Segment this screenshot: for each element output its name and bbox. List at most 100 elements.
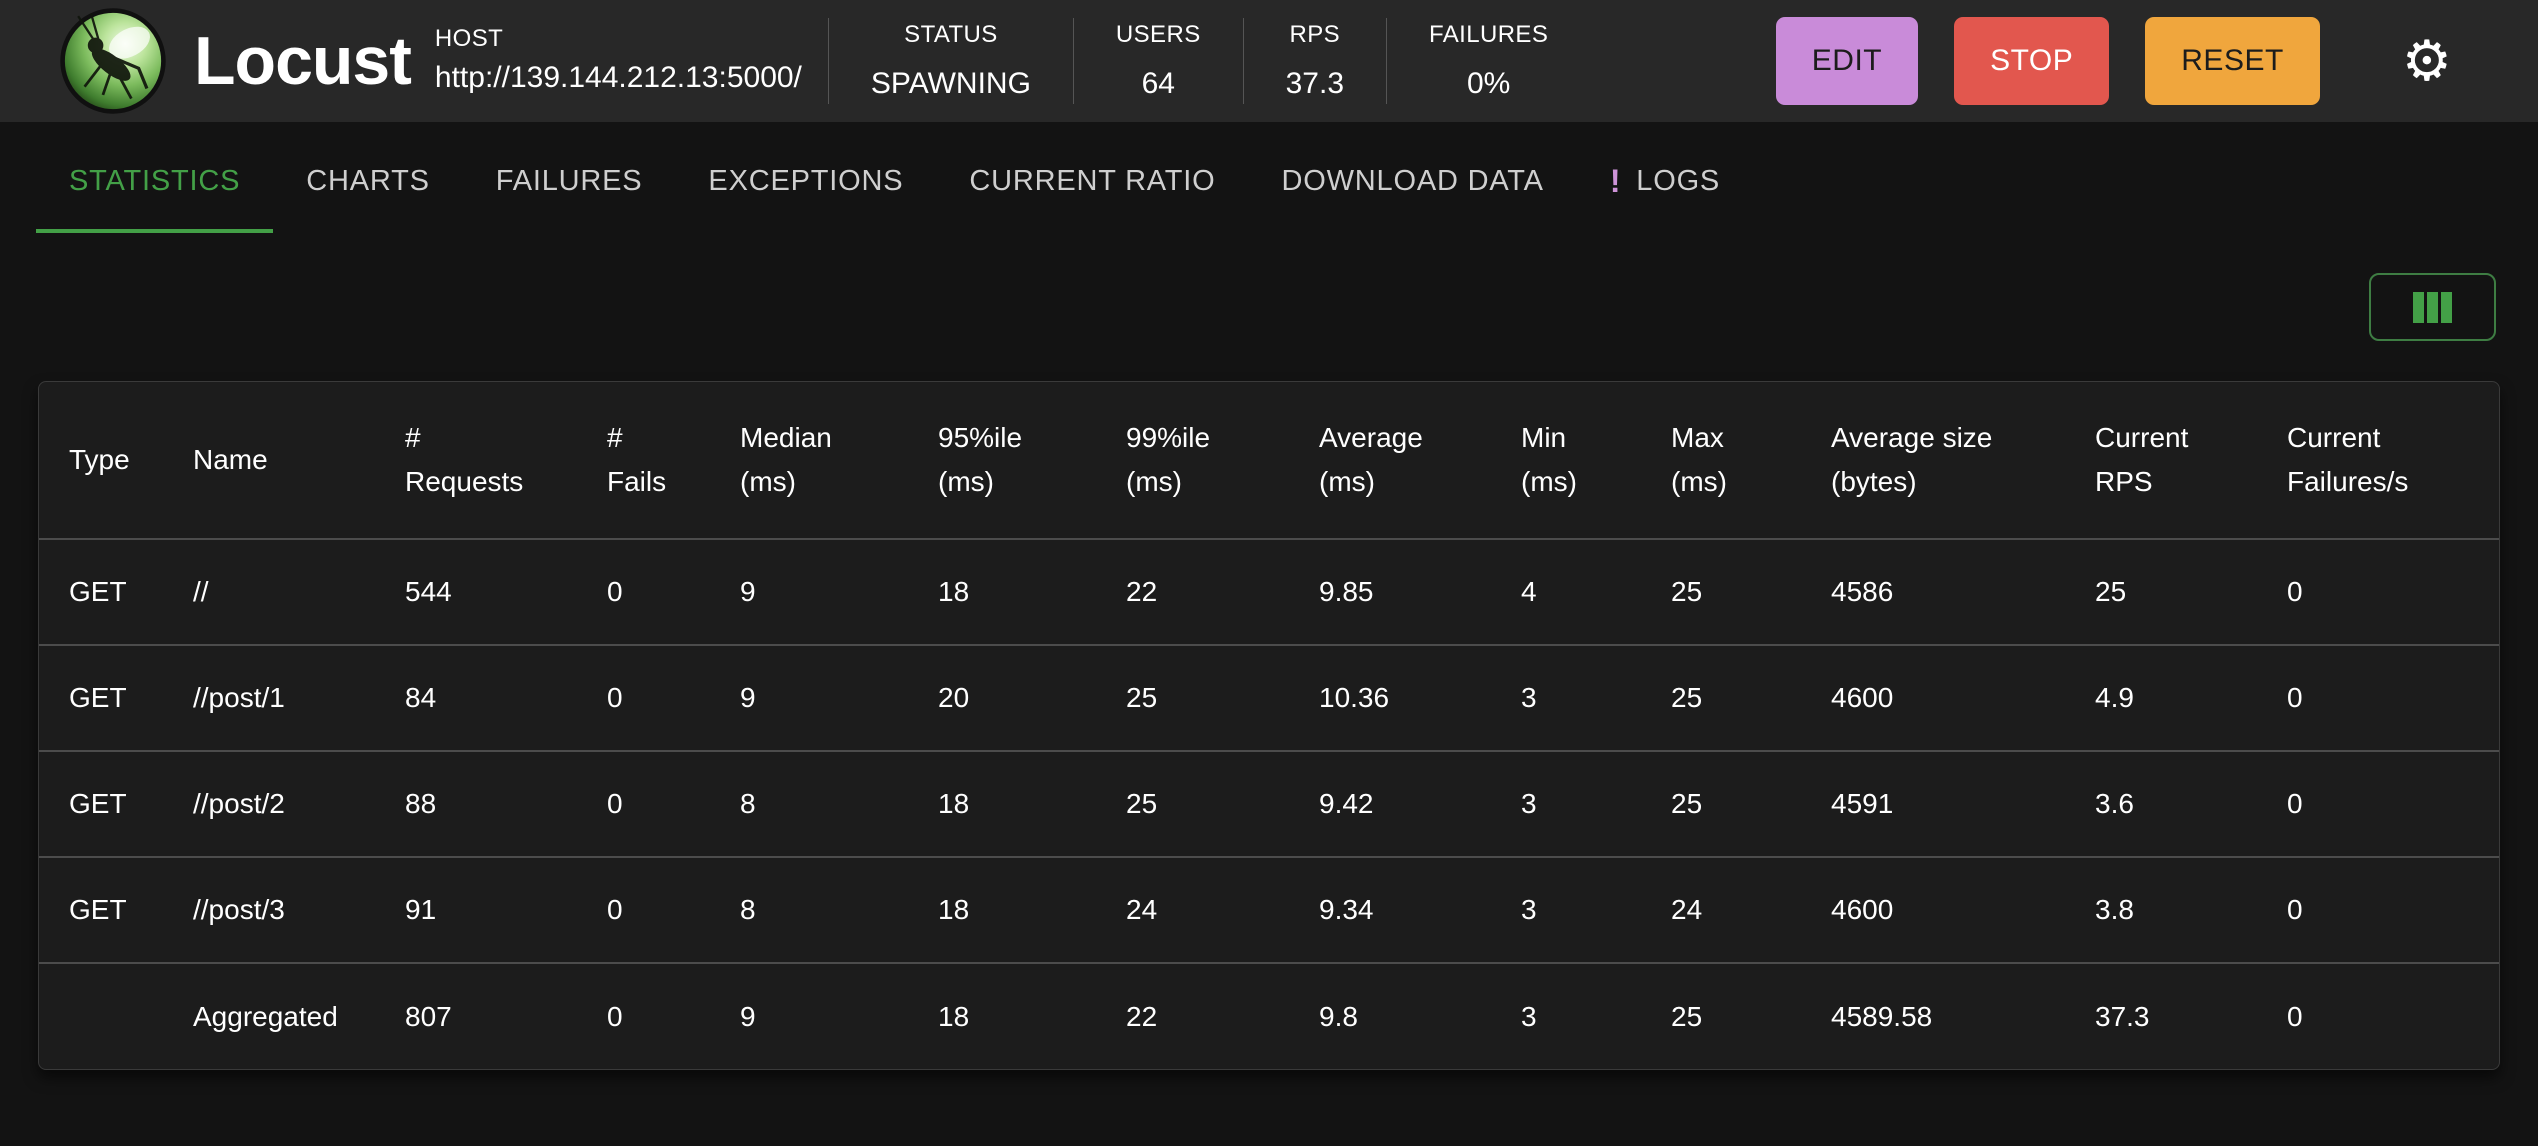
statistics-table-head: Type Name # Requests # Fails Median (ms)…: [39, 382, 2499, 539]
host-block: HOST http://139.144.212.13:5000/: [435, 22, 802, 100]
tab-charts[interactable]: CHARTS: [273, 136, 463, 233]
stat-users-label: USERS: [1115, 21, 1201, 48]
table-row: GET//post/1 84 0 9 20 25 10.36 3 25 4600 4.9 0: [39, 644, 2499, 751]
tab-exceptions-label: EXCEPTIONS: [708, 165, 904, 197]
stat-users: USERS 64: [1072, 18, 1243, 104]
header-actions: EDIT STOP RESET ⚙: [1740, 17, 2538, 105]
table-cell: 3.8: [2065, 856, 2257, 963]
table-cell: GET: [39, 856, 163, 963]
tab-charts-label: CHARTS: [306, 165, 430, 197]
table-cell: 9: [710, 538, 908, 645]
app-header: Locust HOST http://139.144.212.13:5000/ …: [0, 0, 2538, 122]
table-cell: 4: [1491, 538, 1641, 645]
tab-statistics[interactable]: STATISTICS: [36, 136, 274, 233]
column-header-min[interactable]: Min (ms): [1521, 422, 1577, 497]
column-header-requests[interactable]: # Requests: [405, 422, 524, 497]
table-cell: 18: [908, 856, 1096, 963]
settings-button[interactable]: ⚙: [2402, 33, 2452, 89]
table-cell: 807: [375, 962, 577, 1069]
column-selector-button[interactable]: [2369, 273, 2496, 341]
table-cell: 0: [2257, 750, 2499, 857]
table-cell: 3: [1491, 750, 1641, 857]
edit-button[interactable]: EDIT: [1775, 17, 1919, 105]
stat-failures: FAILURES 0%: [1386, 18, 1590, 104]
stat-status-label: STATUS: [904, 21, 998, 48]
column-header-fails[interactable]: # Fails: [607, 422, 667, 497]
table-cell: 0: [577, 962, 710, 1069]
app-title: Locust: [194, 23, 412, 99]
locust-logo-icon: [60, 8, 166, 114]
header-stats: STATUS SPAWNING USERS 64 RPS 37.3 FAILUR…: [827, 18, 1590, 104]
table-cell: 8: [710, 856, 908, 963]
column-header-type[interactable]: Type: [69, 444, 130, 475]
table-cell: 0: [577, 750, 710, 857]
table-row: GET//post/3 91 0 8 18 24 9.34 3 24 4600 3.8 0: [39, 856, 2499, 963]
column-header-median[interactable]: Median (ms): [740, 422, 832, 497]
column-header-current-rps[interactable]: Current RPS: [2095, 422, 2189, 497]
table-cell: 24: [1641, 856, 1801, 963]
table-cell: 9.85: [1289, 538, 1491, 645]
stat-users-value: 64: [1141, 67, 1175, 100]
table-cell: GET: [39, 750, 163, 857]
table-cell: //post/3: [163, 856, 375, 963]
tab-exceptions[interactable]: EXCEPTIONS: [675, 136, 936, 233]
column-header-max[interactable]: Max (ms): [1671, 422, 1727, 497]
table-cell: 25: [1641, 962, 1801, 1069]
table-cell: 9.42: [1289, 750, 1491, 857]
table-cell: 18: [908, 538, 1096, 645]
table-cell: //: [163, 538, 375, 645]
table-cell: 8: [710, 750, 908, 857]
table-cell: 20: [908, 644, 1096, 751]
table-cell: 22: [1096, 962, 1289, 1069]
table-cell: 9: [710, 962, 908, 1069]
column-header-current-failures[interactable]: Current Failures/s: [2287, 422, 2409, 497]
table-cell: 25: [2065, 538, 2257, 645]
table-cell: 24: [1096, 856, 1289, 963]
table-cell: 25: [1096, 644, 1289, 751]
tab-current-ratio[interactable]: CURRENT RATIO: [936, 136, 1248, 233]
header-row: Type Name # Requests # Fails Median (ms)…: [39, 382, 2499, 539]
table-cell: 22: [1096, 538, 1289, 645]
table-cell: 0: [2257, 856, 2499, 963]
column-header-99ile[interactable]: 99%ile (ms): [1126, 422, 1211, 497]
table-cell: 10.36: [1289, 644, 1491, 751]
table-cell: 84: [375, 644, 577, 751]
table-toolbar: [0, 273, 2496, 341]
stat-rps: RPS 37.3: [1242, 18, 1386, 104]
table-cell: //post/1: [163, 644, 375, 751]
table-cell: 3: [1491, 962, 1641, 1069]
table-cell: 25: [1641, 750, 1801, 857]
logs-alert-badge: !: [1609, 163, 1622, 199]
column-header-name[interactable]: Name: [193, 444, 268, 475]
column-header-average-size[interactable]: Average size (bytes): [1831, 422, 1993, 497]
table-cell: 18: [908, 962, 1096, 1069]
statistics-table-container: Type Name # Requests # Fails Median (ms)…: [38, 381, 2500, 1070]
stop-button[interactable]: STOP: [1954, 17, 2110, 105]
tab-failures[interactable]: FAILURES: [463, 136, 676, 233]
statistics-table-body: GET//544 0 9 18 22 9.85 4 25 4586 25 0 GET//post/1 8…: [39, 538, 2499, 1069]
table-cell: 4591: [1801, 750, 2065, 857]
tab-download-data[interactable]: DOWNLOAD DATA: [1249, 136, 1577, 233]
host-value: http://139.144.212.13:5000/: [434, 61, 802, 94]
table-cell: 9.8: [1289, 962, 1491, 1069]
view-columns-icon: [2412, 291, 2452, 323]
column-header-average[interactable]: Average (ms): [1319, 422, 1423, 497]
tab-failures-label: FAILURES: [495, 165, 643, 197]
table-cell: 4600: [1801, 644, 2065, 751]
table-cell: Aggregated: [163, 962, 375, 1069]
tab-current-ratio-label: CURRENT RATIO: [969, 165, 1216, 197]
column-header-95ile[interactable]: 95%ile (ms): [938, 422, 1023, 497]
table-cell: 25: [1641, 644, 1801, 751]
stat-rps-label: RPS: [1289, 21, 1341, 48]
table-cell: //post/2: [163, 750, 375, 857]
table-cell: 4.9: [2065, 644, 2257, 751]
table-cell: 0: [2257, 962, 2499, 1069]
table-cell: 3.6: [2065, 750, 2257, 857]
reset-button[interactable]: RESET: [2145, 17, 2320, 105]
tab-download-data-label: DOWNLOAD DATA: [1281, 165, 1544, 197]
tab-logs[interactable]: ! LOGS: [1577, 136, 1753, 233]
gear-icon: ⚙: [2401, 29, 2452, 92]
stat-status: STATUS SPAWNING: [827, 18, 1073, 104]
host-label: HOST: [434, 25, 504, 52]
tab-logs-label: LOGS: [1636, 165, 1721, 197]
